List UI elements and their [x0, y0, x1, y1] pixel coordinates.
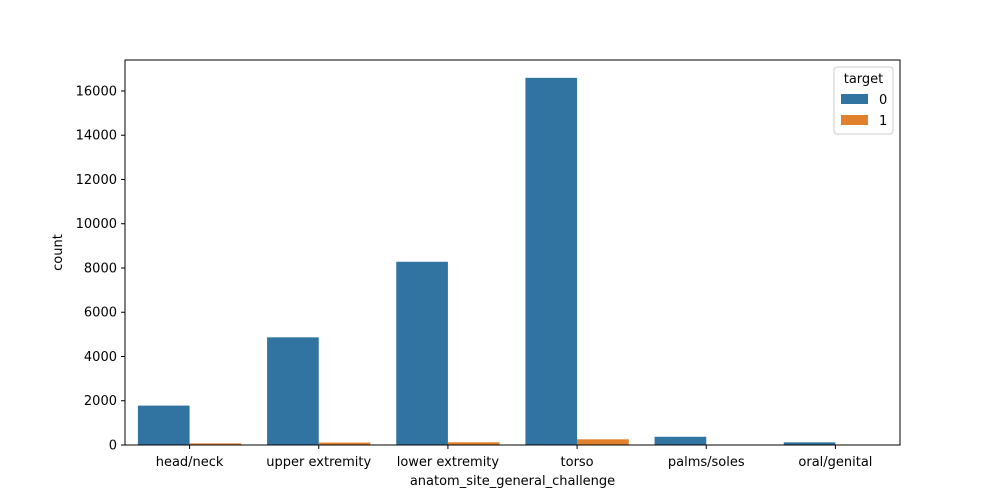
bar-target-0-1	[267, 337, 319, 445]
legend-title: target	[844, 72, 884, 87]
bar-target-1-1	[318, 442, 371, 445]
plot-frame	[124, 59, 901, 446]
bar-target-0-2	[396, 261, 448, 445]
y-tick-label-3: 6000	[84, 306, 117, 321]
legend-swatch-1	[841, 115, 868, 125]
y-tick-label-8: 16000	[76, 84, 117, 99]
x-tick-label-2: lower extremity	[397, 455, 500, 470]
legend: target 0 1	[833, 66, 894, 135]
legend-label-0: 0	[879, 93, 887, 108]
bar-target-1-2	[447, 442, 500, 445]
bars-layer	[137, 77, 888, 445]
x-tick-label-5: oral/genital	[798, 455, 872, 470]
legend-label-1: 1	[879, 114, 887, 129]
y-tick-label-1: 2000	[84, 394, 117, 409]
bar-target-0-4	[654, 436, 707, 445]
y-tick-label-6: 12000	[76, 173, 117, 188]
y-axis-label: count	[51, 234, 66, 271]
y-tick-label-0: 0	[109, 439, 117, 454]
x-axis-label: anatom_site_general_challenge	[410, 474, 615, 489]
y-tick-label-4: 8000	[84, 261, 117, 276]
y-tick-label-5: 10000	[76, 217, 117, 232]
x-tick-label-4: palms/soles	[668, 455, 745, 470]
x-tick-label-3: torso	[561, 455, 594, 470]
x-tick-label-1: upper extremity	[266, 455, 371, 470]
bar-target-0-3	[525, 77, 578, 445]
x-axis: head/neck upper extremity lower extremity t…	[156, 445, 872, 470]
x-tick-label-0: head/neck	[156, 455, 224, 470]
legend-swatch-0	[841, 94, 868, 104]
bar-target-1-3	[577, 439, 629, 445]
y-tick-label-7: 14000	[76, 129, 117, 144]
y-axis: 0 2000 4000 6000 8000 10000 12000 14000 16000	[76, 84, 125, 454]
bar-target-0-5	[783, 442, 836, 445]
bar-target-0-0	[137, 405, 190, 445]
bar-target-1-0	[189, 443, 242, 445]
y-tick-label-2: 4000	[84, 350, 117, 365]
